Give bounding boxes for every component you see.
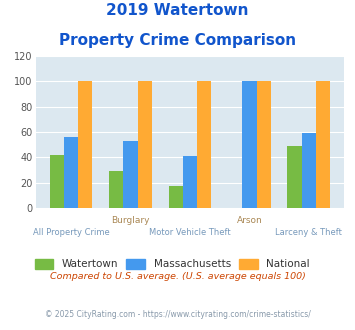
Text: 2019 Watertown: 2019 Watertown (106, 3, 249, 18)
Text: Larceny & Theft: Larceny & Theft (275, 228, 342, 237)
Bar (169, 186, 183, 208)
Text: All Property Crime: All Property Crime (33, 228, 109, 237)
Bar (302, 133, 316, 208)
Bar (123, 141, 138, 208)
Bar (50, 155, 64, 208)
Bar (197, 82, 211, 208)
Bar (242, 82, 257, 208)
Bar (109, 171, 123, 208)
Legend: Watertown, Massachusetts, National: Watertown, Massachusetts, National (34, 259, 310, 269)
Bar (64, 137, 78, 208)
Bar (78, 82, 92, 208)
Bar (138, 82, 152, 208)
Text: Property Crime Comparison: Property Crime Comparison (59, 33, 296, 48)
Text: © 2025 CityRating.com - https://www.cityrating.com/crime-statistics/: © 2025 CityRating.com - https://www.city… (45, 310, 310, 319)
Bar (183, 156, 197, 208)
Bar (316, 82, 330, 208)
Bar (257, 82, 271, 208)
Text: Arson: Arson (236, 216, 262, 225)
Bar (288, 146, 302, 208)
Text: Motor Vehicle Theft: Motor Vehicle Theft (149, 228, 231, 237)
Text: Burglary: Burglary (111, 216, 150, 225)
Text: Compared to U.S. average. (U.S. average equals 100): Compared to U.S. average. (U.S. average … (50, 272, 305, 281)
